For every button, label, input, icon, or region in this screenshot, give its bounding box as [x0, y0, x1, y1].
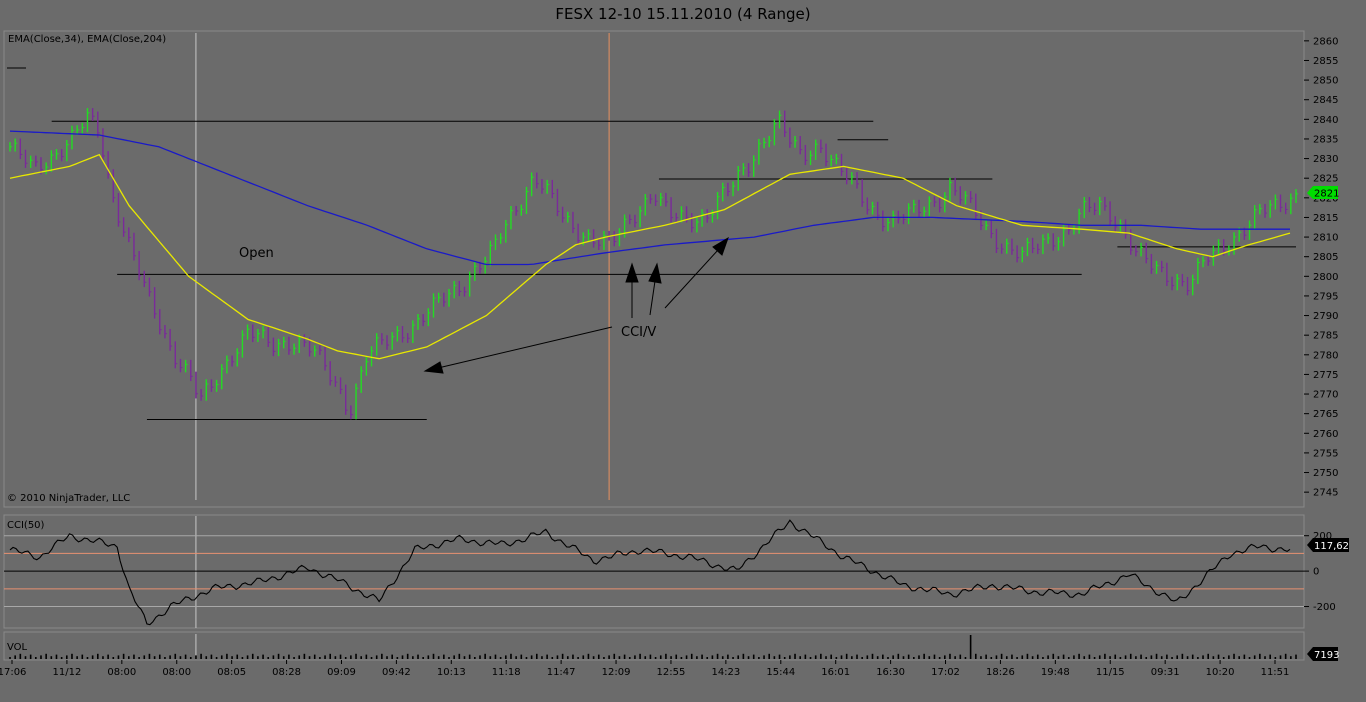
open-annotation: Open — [239, 246, 274, 261]
volume-panel: VOL 7193 — [3, 631, 1339, 661]
price-tick-label: 2795 — [1313, 291, 1338, 302]
volume-label: VOL — [7, 642, 28, 653]
price-tick-label: 2745 — [1313, 488, 1338, 499]
price-tick-label: 2775 — [1313, 370, 1338, 381]
time-tick-label: 10:20 — [1206, 667, 1235, 678]
cci-label: CCI(50) — [7, 520, 45, 531]
arrow-2-head — [625, 262, 639, 283]
price-tick-label: 2770 — [1313, 390, 1338, 401]
copyright-label: © 2010 NinjaTrader, LLC — [7, 493, 130, 504]
time-tick-label: 11:18 — [492, 667, 521, 678]
arrow-3-shaft — [649, 280, 656, 316]
time-tick-label: 11/15 — [1096, 667, 1125, 678]
cci-badge-text: 117,62 — [1314, 541, 1349, 552]
last-price-badge-text: 2821 — [1314, 189, 1339, 200]
arrow-3-head — [648, 262, 662, 284]
volume-session-lines — [195, 634, 197, 659]
time-tick-label: 08:00 — [162, 667, 191, 678]
price-tick-label: 2785 — [1313, 331, 1338, 342]
cci-badge-shape — [1307, 538, 1349, 552]
price-tick-label: 2750 — [1313, 468, 1338, 479]
cci-axis: -200 0 200 — [1304, 531, 1336, 613]
horizontal-levels — [51, 120, 1296, 421]
price-tick-label: 2825 — [1313, 174, 1338, 185]
volume-value-badge: 7193 — [1307, 647, 1339, 661]
time-tick-label: 19:48 — [1041, 667, 1070, 678]
price-tick-label: 2755 — [1313, 448, 1338, 459]
price-tick-label: 2845 — [1313, 95, 1338, 106]
time-tick-label: 08:28 — [272, 667, 301, 678]
time-tick-label: 17:06 — [0, 667, 26, 678]
arrow-1-head — [423, 361, 444, 374]
volume-bars — [9, 635, 1297, 659]
time-tick-label: 12:55 — [657, 667, 686, 678]
time-tick-label: 09:42 — [382, 667, 411, 678]
time-tick-label: 10:13 — [437, 667, 466, 678]
ema-34-line — [9, 153, 1291, 360]
indicator-label: EMA(Close,34), EMA(Close,204) — [8, 34, 166, 45]
price-panel-frame — [3, 30, 1305, 508]
time-tick-label: 09:31 — [1151, 667, 1180, 678]
cci-value-badge: 117,62 — [1307, 538, 1349, 552]
arrow-4-shaft — [664, 249, 719, 309]
cci-panel: -200 0 200 CCI(50) 117,62 — [3, 514, 1349, 629]
time-tick-label: 18:26 — [986, 667, 1015, 678]
cci-tick-label: -200 — [1313, 602, 1336, 613]
price-tick-label: 2810 — [1313, 233, 1338, 244]
price-tick-label: 2855 — [1313, 56, 1338, 67]
session-lines — [195, 33, 610, 500]
annotation-arrows — [423, 236, 729, 374]
price-tick-label: 2760 — [1313, 429, 1338, 440]
cci-session-lines — [195, 516, 197, 628]
cci-tick-label: 200 — [1313, 531, 1332, 542]
time-tick-label: 08:05 — [217, 667, 246, 678]
arrow-4-head — [712, 236, 729, 256]
cci-reference-lines — [4, 535, 1304, 608]
last-price-badge-shape — [1307, 186, 1338, 199]
volume-badge-shape — [1307, 647, 1338, 661]
cci-tick-label: 0 — [1313, 567, 1319, 578]
time-tick-label: 14:23 — [711, 667, 740, 678]
price-tick-label: 2790 — [1313, 311, 1338, 322]
cciv-annotation: CCI/V — [621, 325, 656, 340]
arrow-1-shaft — [437, 326, 613, 369]
volume-badge-text: 7193 — [1314, 650, 1339, 661]
time-tick-label: 11:47 — [547, 667, 576, 678]
price-tick-label: 2835 — [1313, 134, 1338, 145]
time-axis: 17:06 11/12 08:00 08:00 08:05 08:28 09:09 09:42… — [0, 660, 1289, 678]
price-tick-label: 2765 — [1313, 409, 1338, 420]
price-tick-label: 2830 — [1313, 154, 1338, 165]
price-tick-label: 2805 — [1313, 252, 1338, 263]
price-panel: 2745 2750 2755 2760 2765 2770 2775 2780 2785 2790… — [3, 30, 1339, 508]
chart-title: FESX 12-10 15.11.2010 (4 Range) — [555, 5, 810, 23]
last-price-badge: 2821 — [1307, 186, 1339, 200]
time-tick-label: 12:09 — [602, 667, 631, 678]
price-tick-label: 2800 — [1313, 272, 1338, 283]
time-tick-label: 15:44 — [766, 667, 795, 678]
cci-line — [9, 519, 1291, 626]
time-tick-label: 11/12 — [52, 667, 81, 678]
price-axis: 2745 2750 2755 2760 2765 2770 2775 2780 2785 2790… — [1304, 36, 1338, 499]
volume-panel-frame — [3, 631, 1305, 661]
time-tick-label: 09:09 — [327, 667, 356, 678]
time-tick-label: 16:01 — [821, 667, 850, 678]
price-tick-label: 2815 — [1313, 213, 1338, 224]
price-tick-label: 2850 — [1313, 76, 1338, 87]
price-tick-label: 2840 — [1313, 115, 1338, 126]
price-tick-label: 2860 — [1313, 36, 1338, 47]
time-tick-label: 08:00 — [107, 667, 136, 678]
price-tick-label: 2780 — [1313, 350, 1338, 361]
time-tick-label: 17:02 — [931, 667, 960, 678]
time-tick-label: 16:30 — [876, 667, 905, 678]
price-bars — [9, 108, 1298, 420]
time-tick-label: 11:51 — [1261, 667, 1290, 678]
ema-204-line — [9, 130, 1290, 266]
